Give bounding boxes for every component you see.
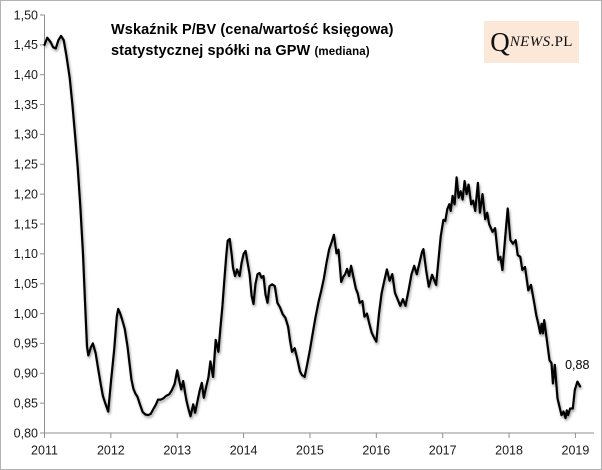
y-tick-label: 1,00 (14, 307, 38, 321)
chart-title-line2: statystycznej spółki na GPW (mediana) (111, 43, 370, 59)
y-tick-label: 1,15 (14, 217, 38, 231)
x-tick-label: 2014 (230, 444, 258, 458)
y-tick-label: 1,50 (14, 8, 38, 22)
x-tick-label: 2019 (562, 444, 590, 458)
last-value-label: 0,88 (565, 358, 590, 373)
x-tick-label: 2015 (296, 444, 324, 458)
axes (40, 14, 594, 438)
y-tick-label: 1,20 (14, 187, 38, 201)
x-tick-label: 2012 (97, 444, 125, 458)
y-tick-label: 1,05 (14, 277, 38, 291)
y-tick-label: 1,35 (14, 98, 38, 112)
x-tick-label: 2017 (429, 444, 457, 458)
x-tick-label: 2018 (495, 444, 523, 458)
chart-title-line1: Wskaźnik P/BV (cena/wartość księgowa) (111, 22, 394, 38)
qnews-logo: Q NEWS .PL (484, 21, 579, 63)
x-tick-label: 2011 (31, 444, 58, 458)
qnews-logo-pl: .PL (550, 33, 573, 50)
y-tick-label: 0,85 (14, 396, 38, 410)
y-tick-label: 1,10 (14, 247, 38, 261)
y-tick-label: 0,95 (14, 337, 38, 351)
qnews-logo-news: NEWS (509, 33, 551, 50)
x-tick-label: 2013 (163, 444, 191, 458)
y-tick-label: 1,40 (14, 68, 38, 82)
y-tick-label: 1,25 (14, 158, 38, 172)
y-tick-label: 0,80 (14, 426, 38, 440)
y-tick-label: 0,90 (14, 367, 38, 381)
x-tick-labels: 2011 2012 2013 2014 2015 2016 2017 2018 2019 (31, 444, 589, 458)
chart-title: Wskaźnik P/BV (cena/wartość księgowa) st… (111, 20, 394, 63)
qnews-logo-q: Q (490, 26, 510, 57)
chart-title-mediana: (mediana) (314, 46, 370, 58)
y-tick-labels: 1,50 1,45 1,40 1,35 1,30 1,25 1,20 1,15 1,10 1,05… (14, 8, 38, 440)
pbv-series-line (43, 34, 582, 420)
y-tick-label: 1,30 (14, 128, 38, 142)
y-tick-label: 1,45 (14, 38, 38, 52)
x-tick-label: 2016 (362, 444, 390, 458)
